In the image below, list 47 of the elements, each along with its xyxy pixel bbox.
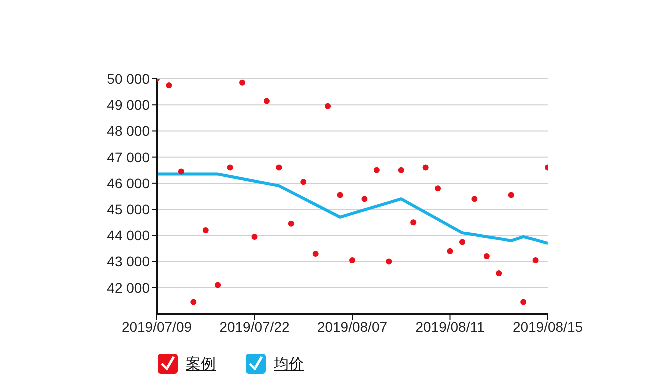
point — [190, 299, 197, 306]
y-tick-label: 50 000 — [107, 70, 150, 87]
x-tick-label: 2019/07/09 — [122, 318, 192, 335]
point — [300, 179, 307, 186]
y-tick-label: 49 000 — [107, 97, 150, 114]
point — [374, 167, 380, 174]
x-tick-label: 2019/08/07 — [317, 318, 388, 335]
point — [264, 98, 270, 104]
y-tick-label: 43 000 — [107, 254, 150, 270]
point — [178, 168, 184, 175]
point — [484, 254, 490, 260]
point — [472, 196, 478, 202]
point — [350, 257, 356, 264]
y-tick-label: 42 000 — [107, 280, 150, 296]
point — [459, 239, 466, 246]
point — [325, 103, 332, 110]
y-tick-label: 45 000 — [107, 202, 150, 218]
point — [240, 80, 246, 86]
point — [447, 248, 454, 254]
point — [288, 220, 294, 227]
legend-label: 案例 — [186, 354, 216, 374]
legend-label: 均价 — [274, 354, 304, 374]
y-tick-label: 44 000 — [107, 228, 150, 244]
point — [337, 192, 344, 198]
point — [386, 258, 392, 265]
point — [410, 220, 417, 226]
point — [252, 234, 258, 240]
point — [532, 257, 539, 264]
y-tick-label: 47 000 — [107, 149, 150, 166]
point — [422, 164, 429, 171]
point — [312, 250, 319, 257]
point — [435, 186, 442, 192]
point — [508, 192, 514, 198]
y-tick-label: 46 000 — [107, 175, 150, 192]
point — [496, 270, 502, 277]
point — [362, 196, 368, 202]
y-tick-label: 48 000 — [107, 123, 150, 140]
point — [166, 82, 172, 89]
point — [202, 227, 209, 234]
point — [398, 167, 404, 174]
x-tick-label: 2019/07/22 — [220, 318, 290, 335]
point — [276, 164, 282, 171]
point — [215, 282, 222, 288]
point — [520, 299, 527, 306]
point — [227, 164, 234, 171]
x-tick-label: 2019/08/15 — [512, 318, 584, 335]
x-tick-label: 2019/08/11 — [416, 318, 485, 335]
